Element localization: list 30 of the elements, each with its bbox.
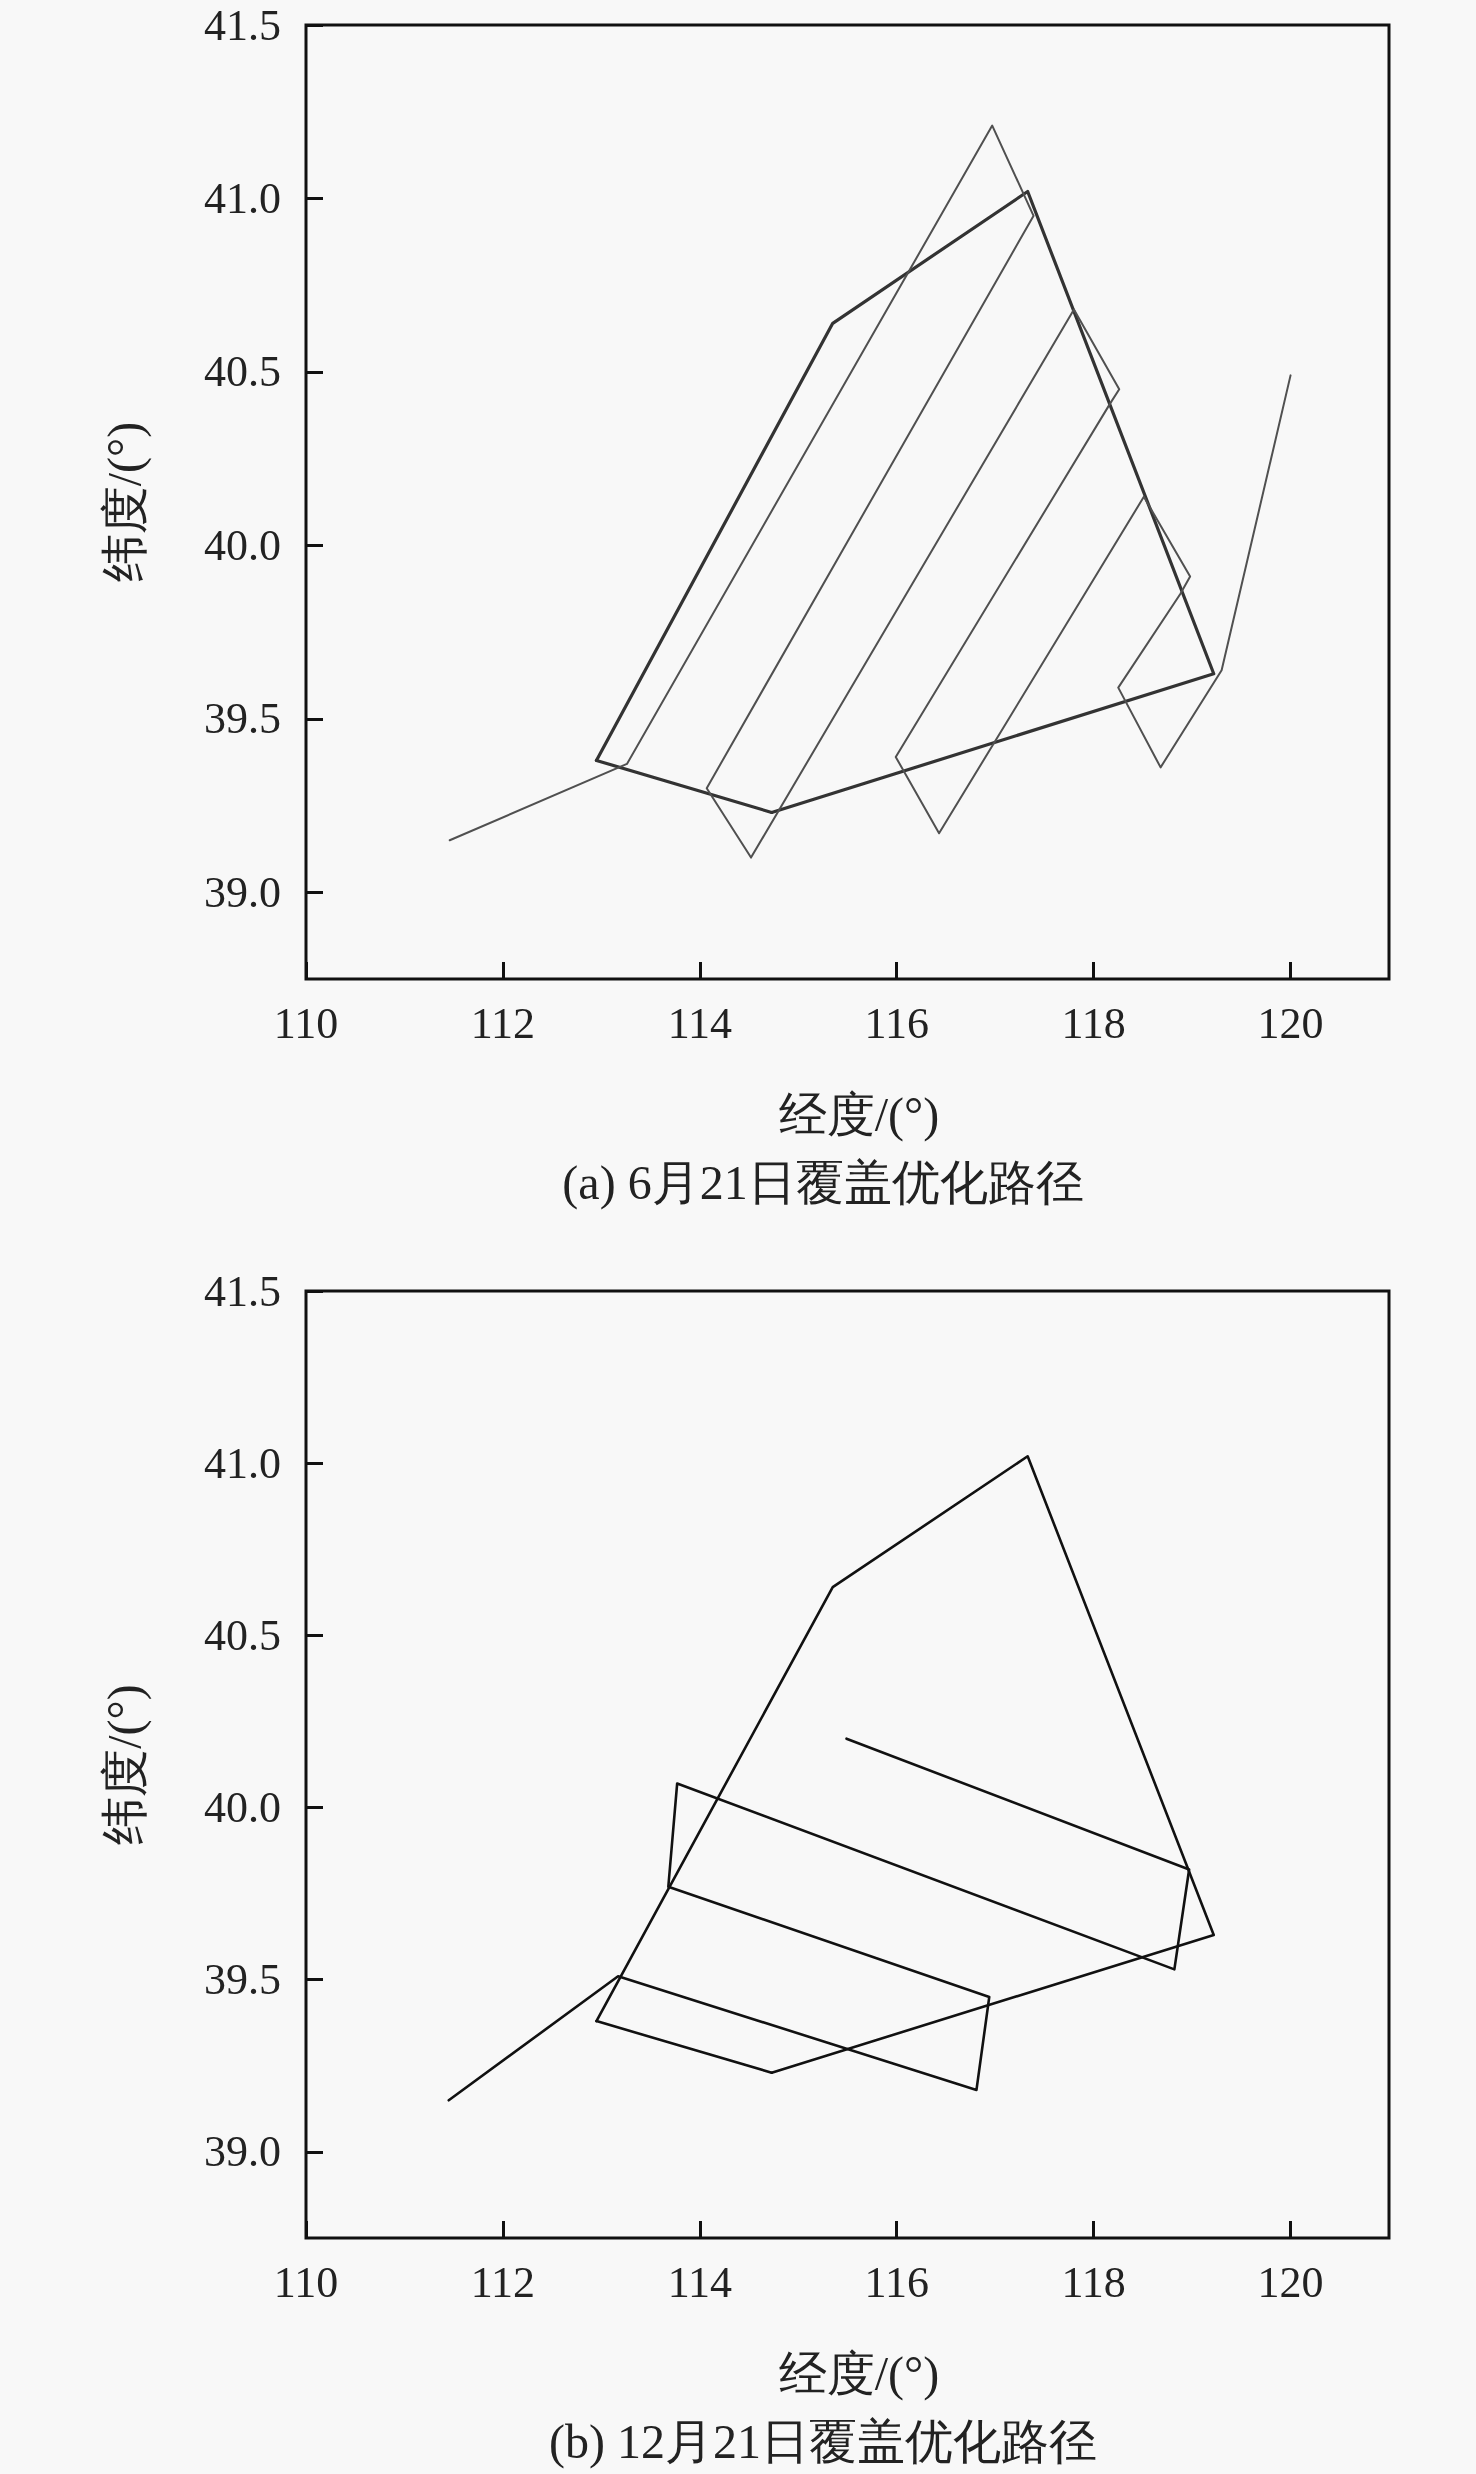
x-tick-label: 116 bbox=[864, 998, 929, 1048]
text: (a) 6月21日覆盖优化路径 bbox=[562, 1155, 1084, 1210]
y-tick-label: 39.5 bbox=[204, 1955, 281, 2005]
x-tick-label: 112 bbox=[470, 998, 536, 1048]
x-axis-title: 经度/(°) bbox=[778, 1087, 940, 1142]
x-tick-label: 110 bbox=[273, 2257, 339, 2307]
y-tick-label: 40.0 bbox=[204, 520, 281, 570]
y-tick-label: 40.0 bbox=[204, 1783, 281, 1833]
x-tick-label: 114 bbox=[667, 998, 733, 1048]
x-tick-label: 114 bbox=[667, 2257, 733, 2307]
x-tick-label: 120 bbox=[1257, 998, 1324, 1048]
x-tick-label: 112 bbox=[470, 2257, 536, 2307]
y-tick-label: 40.5 bbox=[204, 347, 281, 397]
x-tick-label: 118 bbox=[1061, 998, 1126, 1048]
y-tick-label: 39.5 bbox=[204, 694, 281, 744]
y-tick-label: 39.0 bbox=[204, 867, 281, 917]
y-tick-label: 40.5 bbox=[204, 1610, 281, 1660]
x-tick-label: 118 bbox=[1061, 2257, 1126, 2307]
y-tick-label: 41.5 bbox=[204, 0, 281, 50]
x-tick-label: 116 bbox=[864, 2257, 929, 2307]
y-axis-title: 纬度/(°) bbox=[97, 421, 152, 583]
y-axis-title: 纬度/(°) bbox=[97, 1684, 152, 1845]
text: (b) 12月21日覆盖优化路径 bbox=[549, 2414, 1097, 2469]
y-tick-label: 41.0 bbox=[204, 173, 281, 223]
y-tick-label: 41.0 bbox=[204, 1438, 281, 1488]
x-axis-title: 经度/(°) bbox=[778, 2346, 940, 2401]
x-tick-label: 120 bbox=[1257, 2257, 1324, 2307]
x-tick-label: 110 bbox=[273, 998, 339, 1048]
y-tick-label: 41.5 bbox=[204, 1266, 281, 1316]
y-tick-label: 39.0 bbox=[204, 2127, 281, 2177]
